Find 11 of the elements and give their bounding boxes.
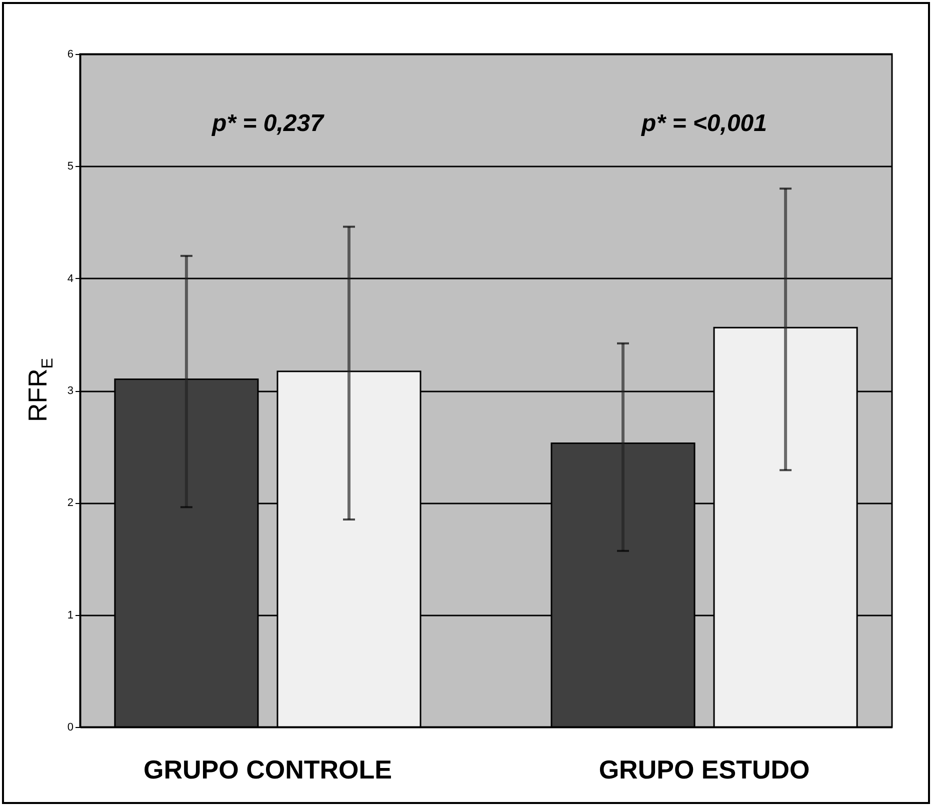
y-tick-label: 6 xyxy=(67,48,74,60)
annotation: p* = 0,237 xyxy=(211,110,326,137)
y-tick-label: 2 xyxy=(67,497,74,510)
y-tick-label: 4 xyxy=(67,272,74,285)
y-tick-label: 5 xyxy=(67,160,74,173)
x-tick-label: GRUPO CONTROLE xyxy=(143,754,392,784)
x-tick-label: GRUPO ESTUDO xyxy=(598,754,810,784)
y-tick-label: 1 xyxy=(67,609,74,622)
annotation: p* = <0,001 xyxy=(640,110,767,137)
y-tick-label: 3 xyxy=(67,385,74,397)
y-tick-label: 0 xyxy=(67,722,74,734)
